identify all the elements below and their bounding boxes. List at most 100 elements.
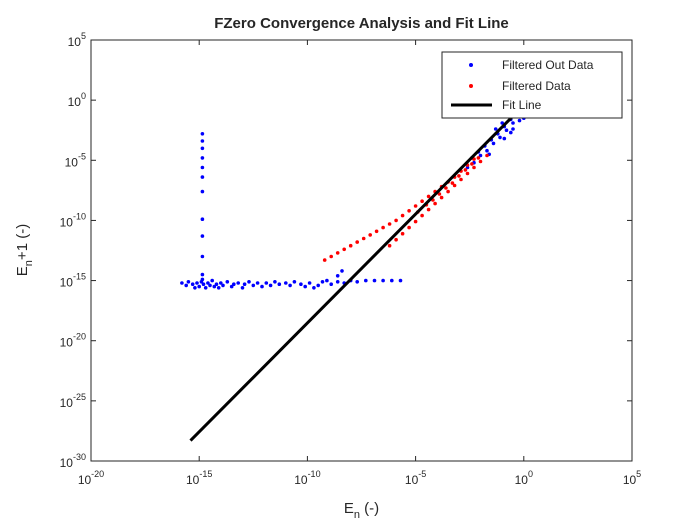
filtered-point — [450, 181, 455, 185]
legend-marker-filtered-out — [469, 63, 473, 67]
filtered-out-point — [329, 282, 334, 287]
filtered-out-point — [184, 283, 188, 288]
filtered-point — [407, 209, 411, 213]
y-tick-label: 10-10 — [60, 211, 86, 229]
y-tick-exponent: 5 — [81, 31, 86, 41]
filtered-out-point — [364, 278, 368, 283]
y-tick-base: 10 — [60, 276, 74, 290]
filtered-point — [322, 258, 327, 262]
filtered-out-point — [221, 283, 225, 288]
filtered-out-point — [355, 280, 360, 284]
y-tick-base: 10 — [60, 336, 74, 350]
y-axis-label: En+1 (-) — [14, 224, 35, 276]
filtered-out-point — [268, 283, 273, 288]
filtered-out-point — [381, 278, 385, 283]
x-tick-label: 10-5 — [405, 469, 426, 487]
y-tick-exponent: -25 — [73, 392, 86, 402]
y-axis-label-rest: +1 (-) — [14, 224, 31, 260]
filtered-point — [400, 231, 405, 236]
filtered-out-point — [478, 153, 483, 158]
legend-marker-filtered — [469, 84, 473, 88]
filtered-out-point — [216, 286, 221, 290]
filtered-out-point — [325, 278, 329, 283]
filtered-point — [426, 207, 431, 212]
filtered-point — [355, 240, 360, 244]
x-tick-label: 10-20 — [78, 469, 104, 487]
filtered-out-point — [203, 286, 208, 290]
filtered-out-point — [307, 281, 312, 285]
filtered-out-point — [200, 254, 205, 259]
x-axis-label-sub: n — [354, 509, 360, 521]
filtered-point — [478, 159, 483, 164]
x-tick-label: 10-10 — [294, 469, 320, 487]
y-tick-exponent: 0 — [81, 91, 86, 101]
x-tick-base: 10 — [294, 473, 308, 487]
x-tick-base: 10 — [623, 473, 637, 487]
y-tick-label: 10-30 — [60, 452, 86, 470]
filtered-out-point — [511, 121, 515, 125]
filtered-out-point — [509, 130, 513, 135]
filtered-point — [470, 162, 474, 166]
filtered-point — [457, 174, 461, 178]
x-axis-label-main: E — [344, 500, 354, 517]
x-tick-label: 105 — [623, 469, 641, 487]
y-tick-base: 10 — [65, 155, 79, 169]
y-axis-label-main: E — [14, 266, 31, 276]
filtered-out-point — [240, 286, 245, 290]
filtered-out-point — [335, 280, 340, 284]
filtered-point — [335, 251, 340, 255]
filtered-out-point — [208, 283, 212, 288]
x-tick-label: 100 — [515, 469, 533, 487]
x-tick-label: 10-15 — [186, 469, 212, 487]
filtered-out-point — [312, 286, 316, 290]
filtered-out-point — [260, 284, 264, 289]
filtered-out-point — [284, 281, 288, 285]
filtered-out-point — [200, 156, 205, 160]
filtered-point — [348, 243, 353, 248]
filtered-out-point — [273, 280, 277, 284]
filtered-out-point — [200, 234, 205, 238]
x-tick-exponent: 5 — [636, 469, 641, 479]
filtered-out-point — [232, 282, 236, 287]
filtered-point — [459, 177, 463, 182]
filtered-point — [433, 201, 437, 206]
filtered-point — [452, 183, 457, 188]
filtered-point — [476, 156, 481, 160]
filtered-out-point — [229, 284, 234, 289]
x-tick-base: 10 — [186, 473, 200, 487]
filtered-out-point — [292, 280, 297, 284]
filtered-point — [463, 168, 468, 172]
filtered-out-point — [390, 278, 394, 283]
chart-title: FZero Convergence Analysis and Fit Line — [214, 15, 509, 32]
y-tick-label: 10-15 — [60, 272, 86, 290]
series-filtered-data — [322, 153, 489, 262]
filtered-out-point — [504, 128, 509, 132]
filtered-out-point — [206, 281, 210, 285]
filtered-out-point — [200, 189, 205, 194]
legend: Filtered Out Data Filtered Data Fit Line — [441, 51, 623, 119]
filtered-out-point — [288, 283, 292, 288]
y-tick-base: 10 — [68, 95, 82, 109]
filtered-point — [387, 222, 392, 226]
filtered-out-point — [195, 281, 199, 285]
filtered-point — [394, 218, 398, 223]
x-axis-label-rest: (-) — [360, 500, 379, 517]
filtered-out-point — [197, 284, 201, 289]
y-tick-exponent: -10 — [73, 211, 86, 221]
filtered-point — [394, 237, 398, 242]
x-tick-exponent: -10 — [308, 469, 321, 479]
filtered-out-point — [277, 282, 282, 287]
filtered-out-point — [225, 280, 230, 284]
filtered-out-point — [201, 282, 206, 287]
filtered-point — [465, 171, 470, 176]
legend-label-fit-line: Fit Line — [502, 98, 542, 112]
axes-box — [90, 39, 633, 462]
filtered-point — [485, 153, 489, 158]
filtered-point — [439, 195, 444, 200]
filtered-out-point — [372, 278, 377, 283]
y-tick-base: 10 — [68, 35, 82, 49]
y-tick-exponent: -30 — [73, 452, 86, 462]
filtered-out-point — [219, 281, 223, 285]
filtered-point — [444, 186, 448, 190]
